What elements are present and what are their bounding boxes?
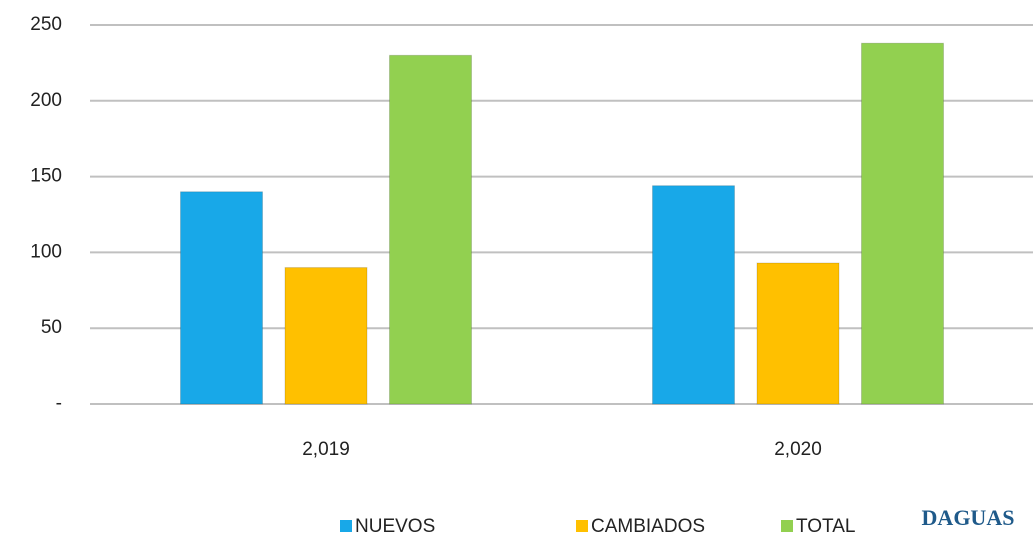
bar: [652, 185, 735, 405]
bar: [284, 267, 368, 405]
legend-label: TOTAL: [796, 516, 855, 537]
x-tick-label: 2,020: [774, 439, 822, 460]
y-tick-label: 50: [41, 317, 62, 338]
legend-swatch: [340, 520, 352, 532]
y-tick-label: 100: [30, 241, 62, 262]
bar: [861, 42, 944, 405]
legend-swatch: [781, 520, 793, 532]
legend-label: CAMBIADOS: [591, 516, 705, 537]
bar: [389, 54, 472, 405]
bar: [180, 191, 263, 405]
y-tick-label: 150: [30, 166, 62, 187]
legend-swatch: [576, 520, 588, 532]
y-tick-label: 200: [30, 90, 62, 111]
bar: [756, 262, 840, 405]
y-tick-label: -: [56, 393, 62, 414]
y-tick-label: 250: [30, 14, 62, 35]
legend-label: NUEVOS: [355, 516, 435, 537]
x-tick-label: 2,019: [302, 439, 350, 460]
logo: DAGUAS: [922, 505, 1015, 530]
